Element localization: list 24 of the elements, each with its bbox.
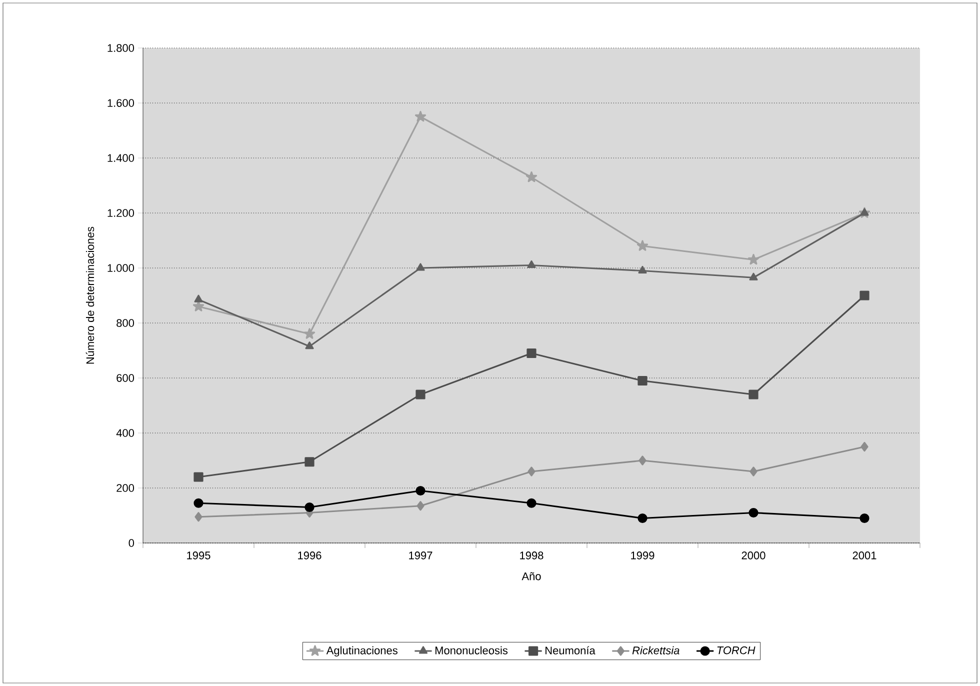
legend-label: TORCH <box>717 646 756 654</box>
y-tick-label: 200 <box>116 484 134 492</box>
x-tick-label: 1996 <box>298 552 322 560</box>
y-axis-title: Número de determinaciones <box>86 226 94 364</box>
x-tick-label: 2001 <box>852 552 876 560</box>
y-tick-label: 1.800 <box>108 44 134 52</box>
legend-label: Neumonía <box>546 646 596 654</box>
y-tick-label: 400 <box>116 429 134 437</box>
y-tick-label: 1.000 <box>108 264 134 272</box>
x-tick-label: 1995 <box>187 552 210 560</box>
y-tick-label: 600 <box>116 374 134 382</box>
legend-label: Rickettsia <box>632 646 680 654</box>
x-tick-label: 1998 <box>520 552 544 560</box>
x-tick-label: 1999 <box>631 552 654 560</box>
y-tick-label: 800 <box>116 319 134 327</box>
legend-label: Mononucleosis <box>435 646 508 654</box>
legend-label: Aglutinaciones <box>326 646 398 657</box>
y-tick-label: 1.200 <box>108 209 134 217</box>
y-tick-label: 0 <box>128 539 134 547</box>
x-axis-title: Año <box>522 572 541 580</box>
y-tick-label: 1.600 <box>108 99 134 107</box>
y-tick-label: 1.400 <box>108 154 134 162</box>
x-tick-label: 2000 <box>742 552 766 560</box>
x-tick-label: 1997 <box>409 552 432 560</box>
